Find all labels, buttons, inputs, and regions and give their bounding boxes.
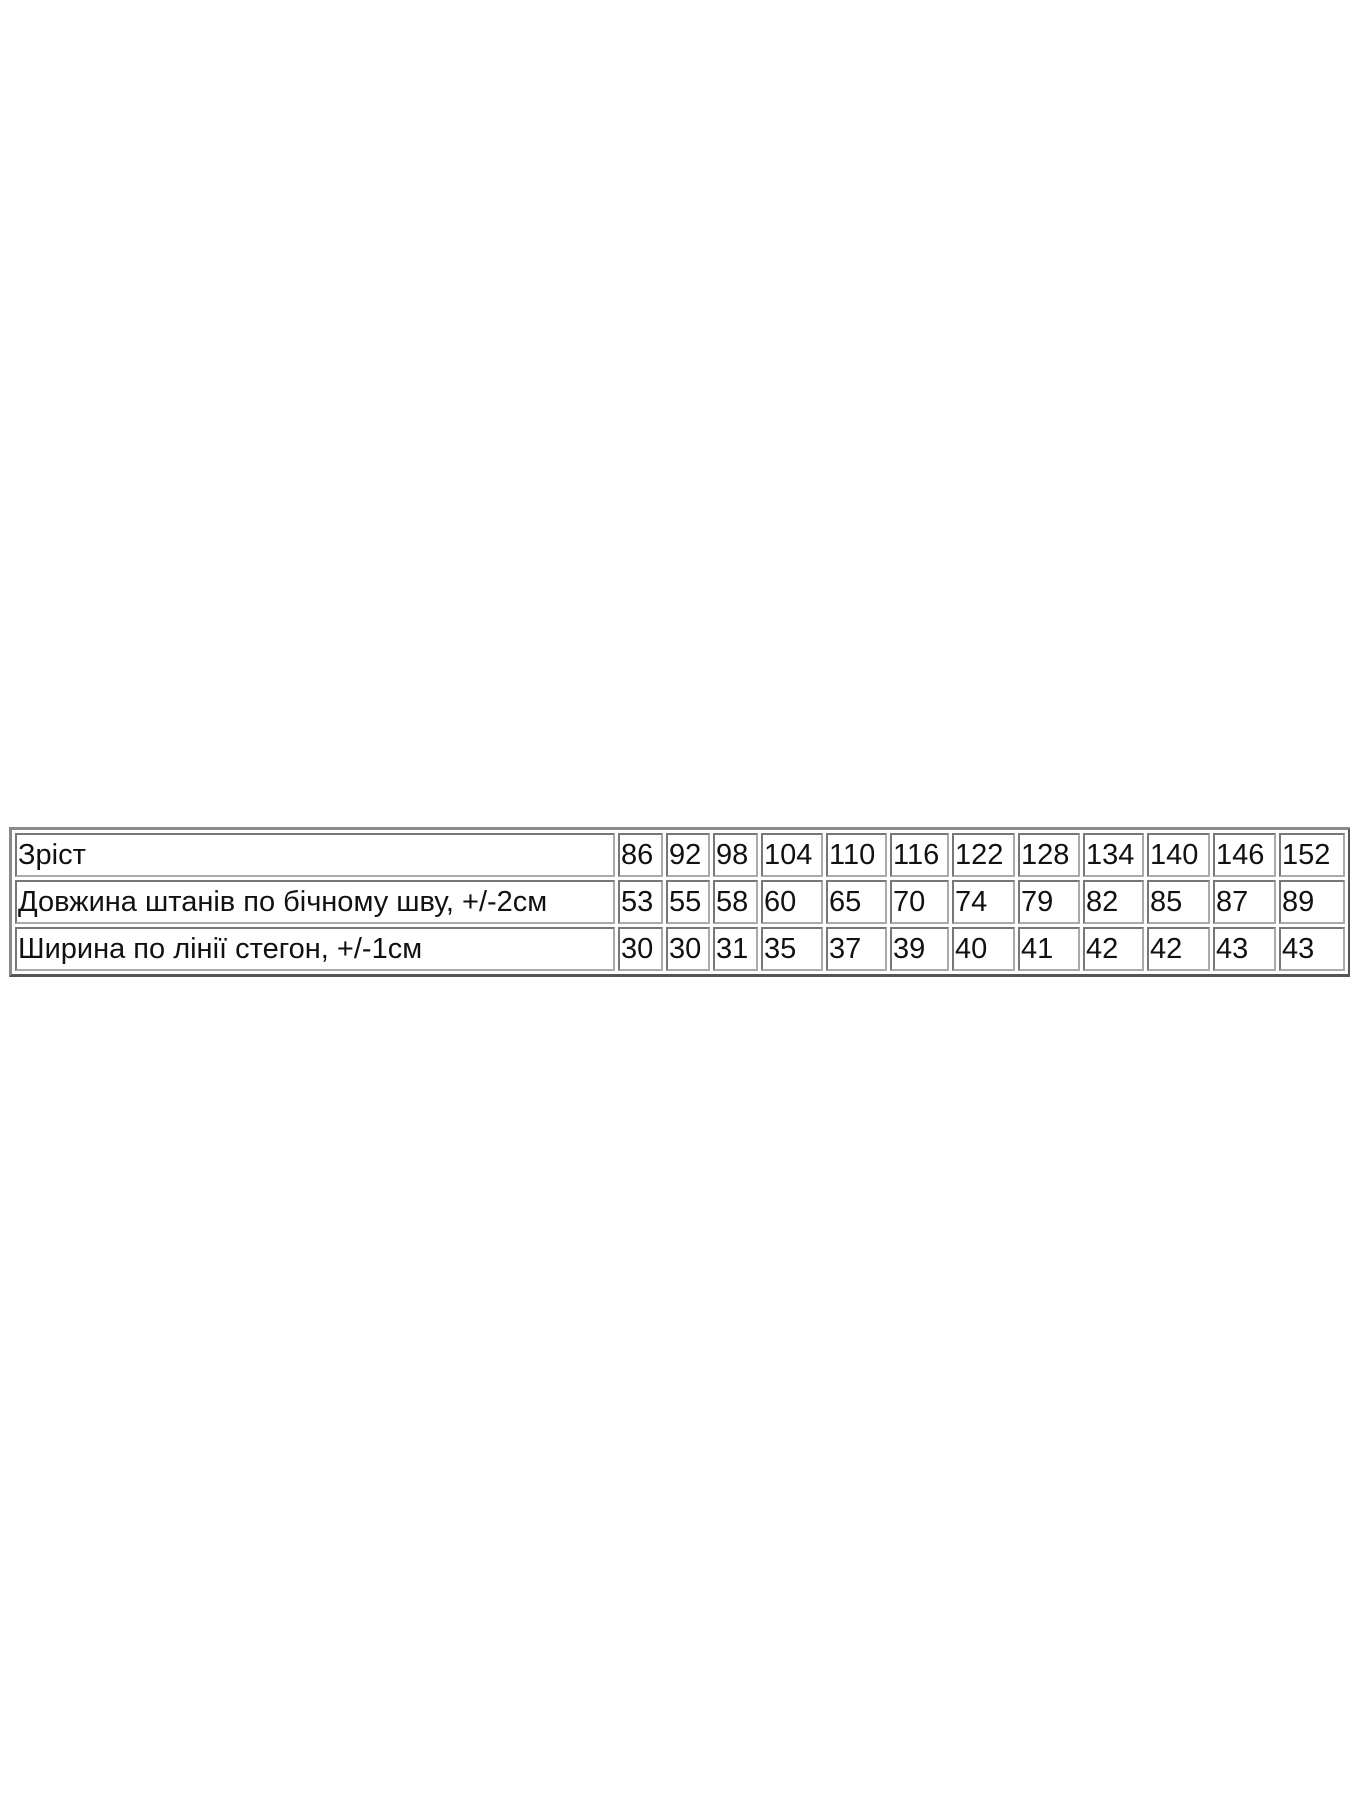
table-row: Зріст 86 92 98 104 110 116 122 128 134 140 146 152 [15, 833, 1345, 877]
table-cell: 134 [1083, 833, 1144, 877]
table-cell: 116 [890, 833, 949, 877]
table-cell: 92 [666, 833, 710, 877]
table-cell: 40 [952, 927, 1015, 971]
table-cell: 87 [1213, 880, 1276, 924]
table-cell: 65 [826, 880, 887, 924]
table-cell: 79 [1018, 880, 1080, 924]
table-cell: 85 [1147, 880, 1210, 924]
table-cell: 140 [1147, 833, 1210, 877]
table-cell: 43 [1213, 927, 1276, 971]
table-cell: 128 [1018, 833, 1080, 877]
table-cell: 31 [713, 927, 758, 971]
table-cell: 70 [890, 880, 949, 924]
table-cell: 86 [618, 833, 663, 877]
table-row: Довжина штанів по бічному шву, +/-2см 53 5… [15, 880, 1345, 924]
size-table: Зріст 86 92 98 104 110 116 122 128 134 140 146 152 До… [9, 827, 1350, 977]
table-cell: 35 [761, 927, 823, 971]
table-cell: 89 [1279, 880, 1345, 924]
table-cell: 37 [826, 927, 887, 971]
table-cell: 122 [952, 833, 1015, 877]
table-cell: 74 [952, 880, 1015, 924]
table-cell: 98 [713, 833, 758, 877]
table-cell: 30 [666, 927, 710, 971]
table-cell: 58 [713, 880, 758, 924]
row-label: Довжина штанів по бічному шву, +/-2см [15, 880, 615, 924]
table-cell: 82 [1083, 880, 1144, 924]
table-cell: 110 [826, 833, 887, 877]
table-cell: 42 [1147, 927, 1210, 971]
table-cell: 43 [1279, 927, 1345, 971]
table-cell: 41 [1018, 927, 1080, 971]
table-cell: 53 [618, 880, 663, 924]
table-cell: 60 [761, 880, 823, 924]
table-cell: 30 [618, 927, 663, 971]
table-cell: 42 [1083, 927, 1144, 971]
table-cell: 39 [890, 927, 949, 971]
table-row: Ширина по лінії стегон, +/-1см 30 30 31 35 37… [15, 927, 1345, 971]
table-cell: 55 [666, 880, 710, 924]
row-label: Зріст [15, 833, 615, 877]
table-cell: 152 [1279, 833, 1345, 877]
table-cell: 104 [761, 833, 823, 877]
row-label: Ширина по лінії стегон, +/-1см [15, 927, 615, 971]
table-cell: 146 [1213, 833, 1276, 877]
